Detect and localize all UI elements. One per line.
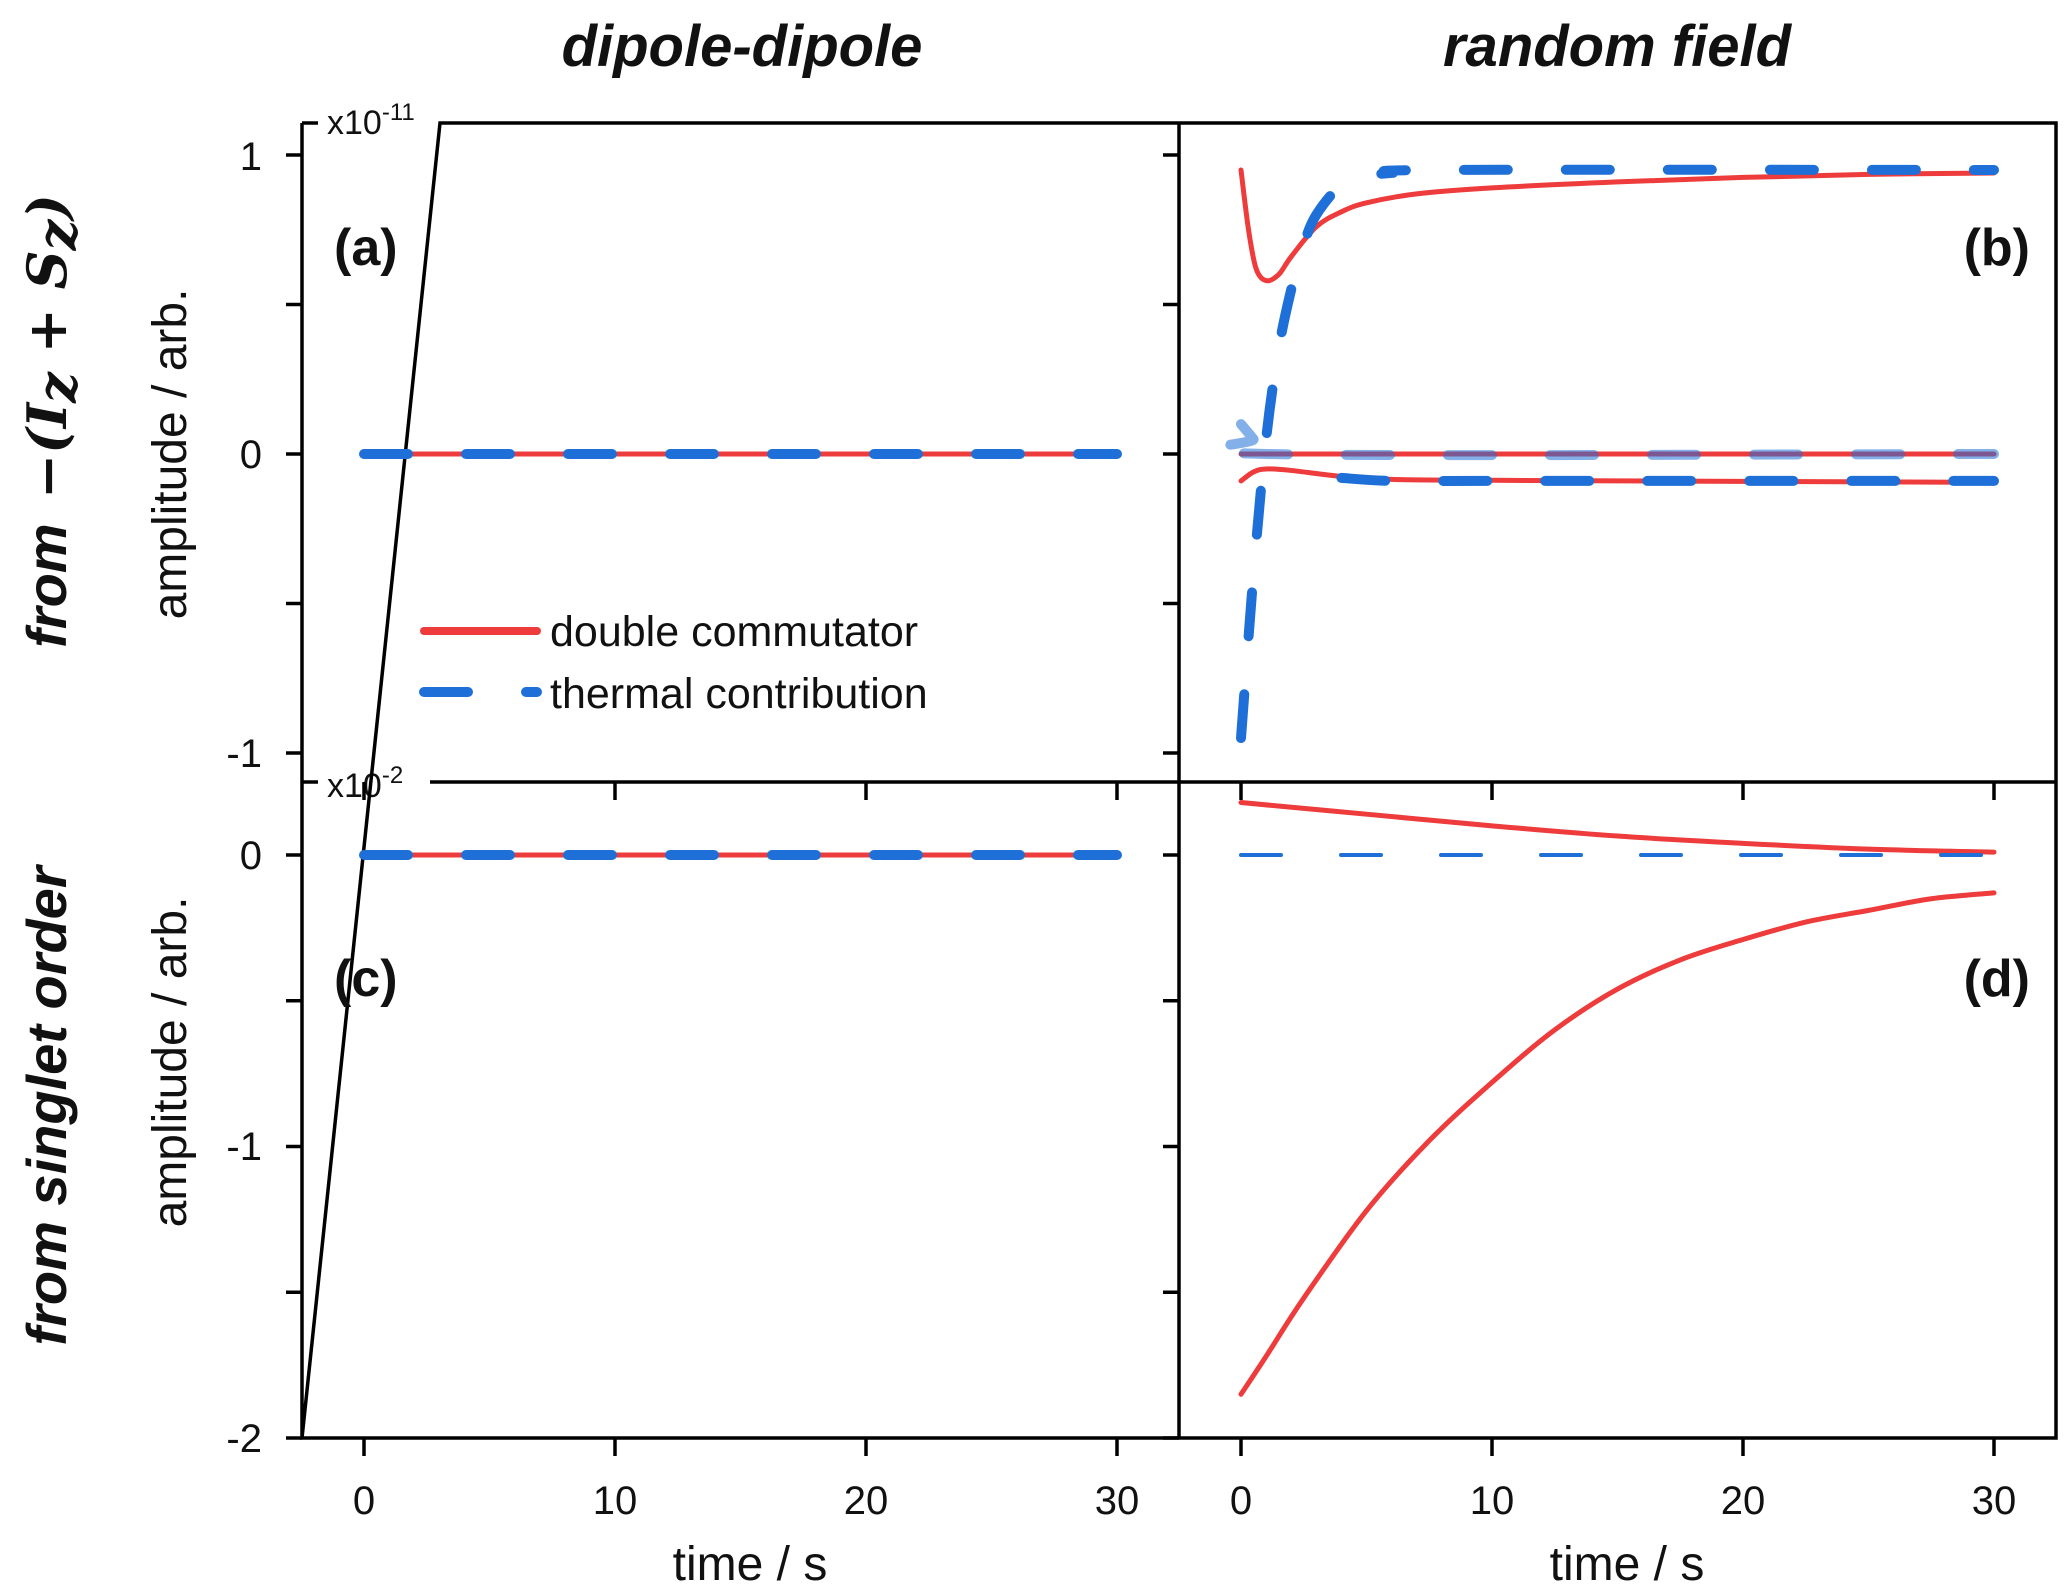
x-tick-label: 10 xyxy=(1470,1479,1515,1523)
column-title-random-field: random field xyxy=(1443,14,1793,79)
tick-labels: 1 0 -1 0 -1 -2 0 10 20 30 0 10 20 30 xyxy=(226,135,2016,1523)
series-thermal-contribution-panel-b xyxy=(1336,472,1999,487)
y-tick-label: 1 xyxy=(240,135,262,179)
y-tick-label: 0 xyxy=(240,433,262,477)
x-tick-label: 0 xyxy=(1230,1479,1252,1523)
legend-label-thermal-contribution: thermal contribution xyxy=(550,670,928,718)
row-title-top-sub2: z xyxy=(25,218,89,251)
series-double-commutator-panel-d xyxy=(1238,800,1997,855)
y-axis-label-top: amplitude / arb. xyxy=(144,289,197,620)
series-thermal-contribution-panel-b xyxy=(1203,419,1999,461)
x-tick-label: 20 xyxy=(844,1479,889,1523)
y-tick-label: -1 xyxy=(226,1125,262,1169)
y-axis-label-bottom: amplitude / arb. xyxy=(144,897,197,1228)
axes-frame xyxy=(300,121,2058,1440)
x-tick-label: 10 xyxy=(593,1479,638,1523)
row-title-top-close: ) xyxy=(15,194,79,223)
axis-ticks xyxy=(286,153,1996,1456)
row-title-top-prefix: from xyxy=(15,523,78,647)
row-title-bottom: from singlet order xyxy=(15,863,78,1345)
panel-label-c: (c) xyxy=(334,950,398,1008)
panel-label-b: (b) xyxy=(1964,219,2030,277)
x-tick-label: 30 xyxy=(1972,1479,2017,1523)
panel-label-d: (d) xyxy=(1964,950,2030,1008)
series-layer xyxy=(359,164,1999,1397)
y-tick-label: -2 xyxy=(226,1417,262,1461)
series-double-commutator-panel-b xyxy=(1238,167,1997,284)
panel-label-a: (a) xyxy=(334,219,398,277)
series-thermal-contribution-panel-b xyxy=(1236,164,1999,744)
y-tick-label: 0 xyxy=(240,834,262,878)
y-multiplier-top: x10-11 xyxy=(327,99,415,142)
legend-label-double-commutator: double commutator xyxy=(550,608,918,656)
x-tick-label: 20 xyxy=(1721,1479,1766,1523)
x-tick-label: 0 xyxy=(353,1479,375,1523)
column-title-dipole-dipole: dipole-dipole xyxy=(562,14,923,79)
y-tick-label: -1 xyxy=(226,732,262,776)
series-double-commutator-panel-d xyxy=(1238,890,1997,1397)
row-title-top: from −(Iz + Sz) xyxy=(15,194,89,648)
x-axis-label-right: time / s xyxy=(1550,1538,1705,1591)
x-axis-label-left: time / s xyxy=(673,1538,828,1591)
svg-text:from −(Iz + Sz): from −(Iz + Sz) xyxy=(15,194,89,648)
x-tick-label: 30 xyxy=(1095,1479,1140,1523)
row-title-top-sub1: z xyxy=(25,371,89,404)
legend: double commutator thermal contribution xyxy=(419,608,928,718)
row-title-top-math: −(I xyxy=(15,401,79,499)
row-title-top-mid: + S xyxy=(15,250,79,372)
